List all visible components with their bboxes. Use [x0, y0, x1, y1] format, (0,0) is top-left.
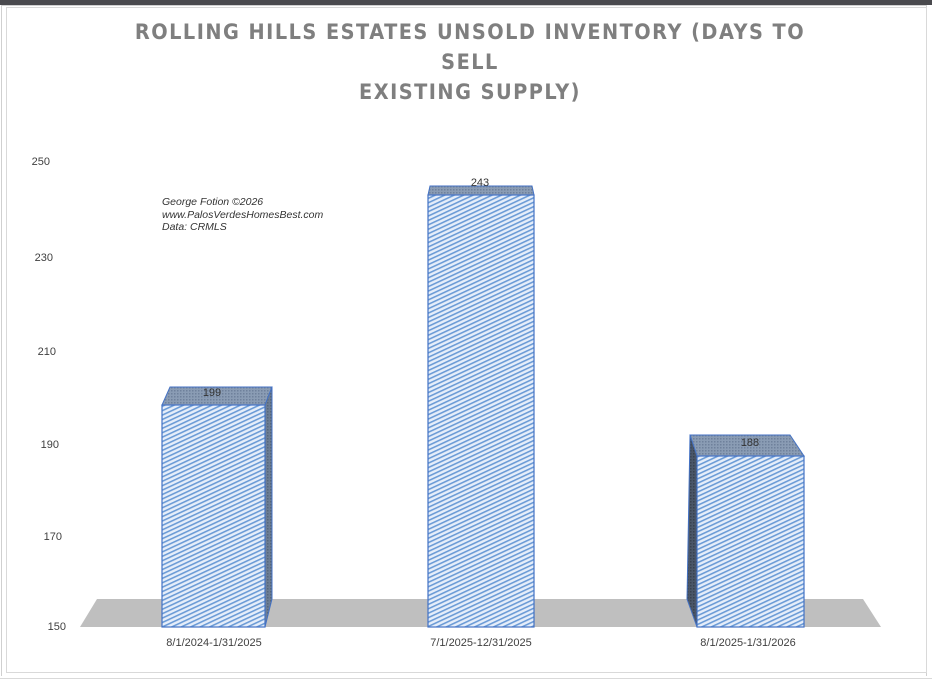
x-tick-category-2: 7/1/2025-12/31/2025 [430, 637, 532, 649]
window-top-bar [0, 0, 932, 5]
y-tick-230: 230 [34, 252, 53, 264]
y-tick-150: 150 [47, 621, 66, 633]
annotation-website: www.PalosVerdesHomesBest.com [162, 208, 324, 221]
bar-2[interactable] [427, 185, 535, 628]
y-tick-190: 190 [40, 439, 59, 451]
chart-title-line-2: EXISTING SUPPLY) [359, 80, 581, 104]
chart-title-line-1: ROLLING HILLS ESTATES UNSOLD INVENTORY (… [134, 20, 806, 74]
y-tick-210: 210 [37, 346, 56, 358]
source-annotation: George Fotion ©2026 www.PalosVerdesHomes… [162, 196, 323, 234]
annotation-data-source: Data: CRMLS [162, 221, 227, 233]
data-label-bar-1: 199 [202, 387, 222, 399]
chart-title: ROLLING HILLS ESTATES UNSOLD INVENTORY (… [130, 17, 811, 107]
bottom-divider [0, 678, 932, 679]
bar-1[interactable] [161, 386, 273, 628]
x-tick-category-1: 8/1/2024-1/31/2025 [166, 637, 262, 649]
y-tick-250: 250 [31, 156, 50, 168]
data-label-bar-2: 243 [470, 177, 490, 189]
bar-3[interactable] [686, 434, 805, 628]
annotation-author: George Fotion ©2026 [162, 196, 264, 208]
data-label-bar-3: 188 [740, 437, 760, 449]
chart-area[interactable] [6, 7, 927, 673]
y-tick-170: 170 [43, 531, 62, 543]
x-tick-category-3: 8/1/2025-1/31/2026 [700, 637, 796, 649]
